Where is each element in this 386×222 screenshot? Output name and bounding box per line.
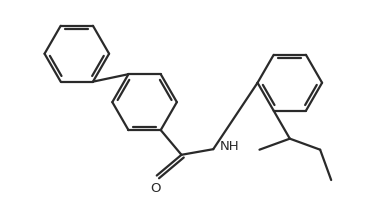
Text: O: O — [150, 182, 161, 195]
Text: NH: NH — [220, 140, 239, 153]
